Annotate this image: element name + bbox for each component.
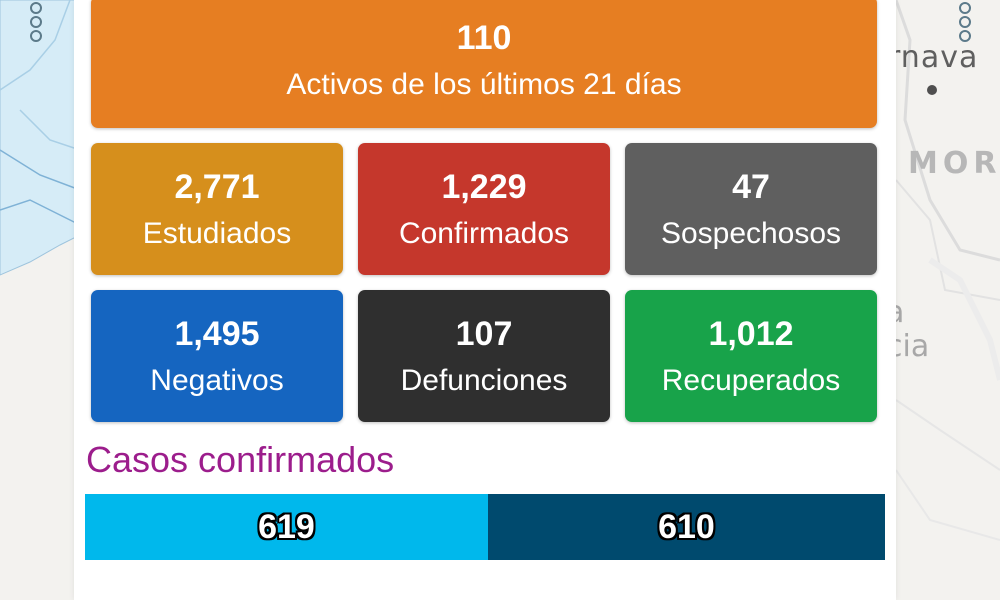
map-label-state: MOR xyxy=(908,146,1000,181)
confirmados-value: 1,229 xyxy=(441,168,527,206)
sospechosos-value: 47 xyxy=(732,168,770,206)
defunciones-tile[interactable]: 107 Defunciones xyxy=(358,290,610,422)
estudiados-tile[interactable]: 2,771 Estudiados xyxy=(91,143,343,275)
estudiados-value: 2,771 xyxy=(174,168,260,206)
confirmed-cases-segment[interactable]: 610 xyxy=(487,494,885,560)
defunciones-label: Defunciones xyxy=(400,364,568,397)
negativos-label: Negativos xyxy=(150,364,284,397)
confirmed-cases-segment[interactable]: 619 xyxy=(85,494,488,560)
confirmed-cases-split-bar: 619 610 xyxy=(85,494,885,560)
recuperados-label: Recuperados xyxy=(661,364,841,397)
active-cases-tile[interactable]: 110 Activos de los últimos 21 días xyxy=(91,0,877,128)
confirmed-cases-segment-value: 610 xyxy=(658,507,715,546)
active-cases-value: 110 xyxy=(456,19,512,57)
negativos-tile[interactable]: 1,495 Negativos xyxy=(91,290,343,422)
defunciones-value: 107 xyxy=(455,315,513,353)
confirmados-label: Confirmados xyxy=(398,217,570,250)
negativos-value: 1,495 xyxy=(174,315,260,353)
map-label-city: rnava xyxy=(888,40,979,75)
recuperados-value: 1,012 xyxy=(708,315,794,353)
recuperados-tile[interactable]: 1,012 Recuperados xyxy=(625,290,877,422)
confirmed-cases-title: Casos confirmados xyxy=(86,439,395,480)
estudiados-label: Estudiados xyxy=(142,217,292,250)
active-cases-label: Activos de los últimos 21 días xyxy=(286,68,682,101)
sospechosos-tile[interactable]: 47 Sospechosos xyxy=(625,143,877,275)
confirmed-cases-segment-value: 619 xyxy=(258,507,315,546)
stats-panel: 110 Activos de los últimos 21 días 2,771… xyxy=(74,0,896,600)
sospechosos-label: Sospechosos xyxy=(660,217,842,250)
confirmados-tile[interactable]: 1,229 Confirmados xyxy=(358,143,610,275)
